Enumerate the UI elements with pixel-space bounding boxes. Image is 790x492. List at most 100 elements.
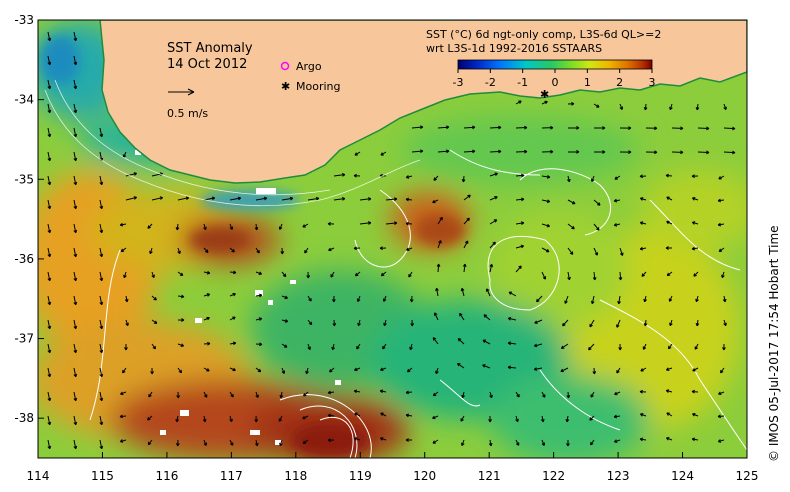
- current-arrow: [73, 79, 78, 90]
- current-arrow: [433, 175, 439, 181]
- current-arrow: [643, 103, 648, 111]
- current-arrow: [125, 196, 138, 201]
- current-arrow: [720, 367, 725, 374]
- current-arrow: [722, 295, 727, 303]
- lat-tick-label: -34: [14, 93, 34, 107]
- current-arrow: [560, 343, 569, 349]
- current-arrow: [151, 196, 164, 201]
- current-arrow: [73, 199, 78, 210]
- current-arrow: [47, 127, 52, 138]
- current-arrow: [47, 31, 52, 42]
- current-arrow: [564, 295, 569, 304]
- current-arrow: [151, 319, 158, 325]
- current-arrow: [695, 319, 700, 327]
- current-arrow: [536, 295, 543, 303]
- current-arrow: [99, 367, 104, 378]
- current-arrow: [47, 79, 52, 90]
- current-arrow: [541, 175, 551, 179]
- current-arrow: [432, 391, 439, 397]
- current-arrow: [254, 439, 259, 447]
- current-arrow: [483, 314, 491, 321]
- current-arrow: [353, 437, 361, 441]
- product-description-line2: wrt L3S-1d 1992-2016 SSTAARS: [426, 42, 602, 55]
- current-arrow: [281, 295, 288, 300]
- current-arrow: [73, 271, 78, 282]
- current-arrow: [203, 316, 210, 321]
- lon-tick-label: 124: [671, 469, 694, 483]
- current-arrow: [73, 343, 78, 354]
- current-arrow: [307, 319, 313, 326]
- current-arrow: [515, 100, 522, 105]
- current-arrow: [461, 175, 466, 183]
- current-arrow: [203, 293, 211, 297]
- current-arrow: [255, 342, 263, 347]
- current-arrow: [203, 439, 208, 446]
- current-arrow: [590, 175, 595, 182]
- current-arrow: [641, 271, 647, 277]
- plot-frame: [37, 19, 748, 459]
- current-arrow: [665, 389, 673, 393]
- current-arrow: [328, 247, 335, 252]
- current-arrow: [411, 149, 424, 154]
- current-arrow: [665, 246, 673, 250]
- colorbar-tick-label: 2: [616, 76, 623, 89]
- current-arrow: [590, 295, 595, 305]
- current-arrow: [177, 196, 190, 201]
- current-arrow: [411, 125, 424, 130]
- current-arrow: [254, 415, 259, 423]
- current-arrow: [463, 194, 471, 201]
- current-arrow: [47, 415, 52, 426]
- current-arrow: [47, 367, 52, 378]
- current-arrow: [359, 221, 372, 225]
- current-arrow: [639, 437, 647, 442]
- current-arrow: [202, 415, 207, 423]
- current-arrow: [281, 319, 289, 323]
- current-arrow: [593, 223, 600, 231]
- current-arrow: [73, 415, 78, 426]
- current-arrow: [47, 223, 52, 234]
- current-arrow: [722, 343, 726, 351]
- current-arrow: [99, 223, 104, 234]
- current-arrow: [541, 125, 554, 130]
- current-arrow: [668, 295, 673, 302]
- current-arrow: [619, 103, 624, 110]
- colorbar-tick-label: 1: [584, 76, 591, 89]
- current-arrow: [613, 439, 621, 443]
- current-arrow: [125, 319, 129, 327]
- current-arrow: [405, 413, 413, 418]
- current-arrow: [463, 240, 469, 249]
- current-arrow: [515, 125, 528, 130]
- current-arrow: [592, 367, 597, 375]
- current-arrow: [589, 415, 595, 421]
- current-arrow: [515, 244, 525, 249]
- current-arrow: [515, 173, 525, 178]
- current-arrow: [567, 101, 575, 106]
- current-arrow: [329, 367, 335, 373]
- current-arrow: [562, 319, 569, 327]
- current-arrow: [697, 150, 710, 155]
- current-arrow: [435, 287, 439, 297]
- mooring-location: ✱: [540, 88, 549, 101]
- current-arrow: [47, 439, 52, 450]
- current-arrow: [203, 367, 210, 372]
- lon-tick-label: 118: [284, 469, 307, 483]
- current-arrow: [99, 415, 104, 426]
- current-arrow: [482, 339, 491, 345]
- current-arrow: [533, 343, 543, 348]
- current-arrow: [533, 367, 543, 371]
- current-arrow: [488, 415, 492, 423]
- current-arrow: [567, 199, 576, 205]
- current-arrow: [176, 391, 181, 399]
- current-arrow: [566, 391, 571, 399]
- current-arrow: [515, 265, 522, 273]
- current-arrow: [148, 391, 153, 398]
- current-arrow: [567, 125, 580, 130]
- lat-tick-label: -35: [14, 172, 34, 186]
- current-arrow: [437, 125, 450, 130]
- current-arrow: [229, 270, 237, 275]
- current-arrow: [280, 247, 285, 255]
- current-arrow: [333, 172, 346, 177]
- current-arrow: [515, 415, 519, 423]
- current-arrow: [229, 223, 234, 230]
- current-arrow: [47, 271, 52, 282]
